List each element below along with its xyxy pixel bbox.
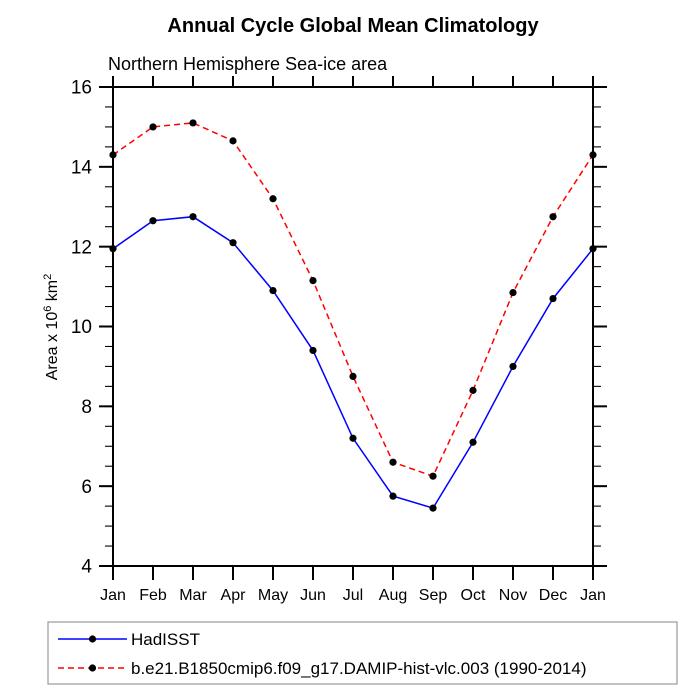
legend-box: [47, 621, 678, 685]
chart-subtitle: Northern Hemisphere Sea-ice area: [108, 54, 388, 74]
data-point-marker: [469, 386, 477, 394]
data-point-marker: [469, 438, 477, 446]
x-tick-label: Oct: [461, 587, 486, 604]
data-point-marker: [509, 362, 517, 371]
data-point-marker: [189, 119, 197, 127]
x-tick-label: Jan: [580, 587, 606, 604]
legend-marker: [88, 664, 97, 672]
data-point-marker: [389, 492, 397, 500]
data-point-marker: [549, 213, 557, 221]
y-tick-label: 4: [81, 557, 92, 578]
series-line: [112, 215, 594, 509]
data-point-marker: [509, 288, 517, 297]
y-tick-label: 8: [81, 397, 92, 418]
data-point-marker: [429, 504, 437, 512]
y-tick-label: 12: [71, 237, 92, 258]
y-axis-label: Area x 106 km2: [42, 274, 61, 381]
y-tick-label: 6: [81, 477, 92, 498]
x-tick-label: Jan: [100, 587, 126, 604]
data-point-marker: [229, 137, 237, 145]
data-point-marker: [589, 245, 597, 253]
data-point-marker: [549, 294, 557, 303]
legend-label: HadISST: [131, 630, 200, 649]
data-point-marker: [269, 286, 277, 295]
data-point-marker: [149, 123, 157, 131]
y-tick-label: 14: [71, 157, 93, 178]
legend: HadISST b.e21.B1850cmip6.f09_g17.DAMIP-hi…: [47, 621, 678, 685]
data-point-marker: [349, 372, 357, 380]
y-axis-tick-labels: 4 6 8 10 12 14 16: [71, 78, 93, 578]
x-tick-label: Apr: [221, 587, 247, 604]
x-tick-label: Feb: [139, 587, 167, 604]
x-tick-label: Sep: [419, 587, 448, 604]
data-point-marker: [189, 213, 197, 221]
x-tick-label: Mar: [179, 587, 207, 604]
plot-frame: [112, 86, 594, 567]
data-point-marker: [349, 434, 357, 442]
x-tick-label: May: [258, 587, 288, 604]
x-tick-label: Dec: [539, 587, 567, 604]
data-point-marker: [389, 458, 397, 466]
data-point-marker: [229, 239, 237, 247]
data-point-marker: [309, 276, 317, 285]
y-tick-label: 10: [71, 317, 92, 338]
data-series: [109, 119, 597, 512]
data-point-marker: [149, 217, 157, 225]
series-line: [112, 122, 594, 478]
axis-ticks: [99, 76, 607, 580]
data-point-marker: [429, 472, 437, 480]
x-tick-label: Jun: [300, 587, 326, 604]
x-tick-label: Jul: [343, 587, 363, 604]
x-tick-label: Nov: [499, 587, 527, 604]
legend-marker: [88, 635, 97, 643]
data-point-marker: [309, 346, 317, 355]
x-axis-tick-labels: Jan Feb Mar Apr May Jun Jul Aug Sep Oct Nov Dec Jan: [100, 587, 606, 604]
chart-title: Annual Cycle Global Mean Climatology: [167, 15, 539, 37]
data-point-marker: [109, 151, 117, 159]
legend-label: b.e21.B1850cmip6.f09_g17.DAMIP-hist-vlc.…: [131, 659, 587, 678]
x-tick-label: Aug: [379, 587, 407, 604]
y-tick-label: 16: [71, 78, 92, 99]
data-point-marker: [109, 245, 117, 253]
data-point-marker: [269, 195, 277, 203]
data-point-marker: [589, 151, 597, 159]
